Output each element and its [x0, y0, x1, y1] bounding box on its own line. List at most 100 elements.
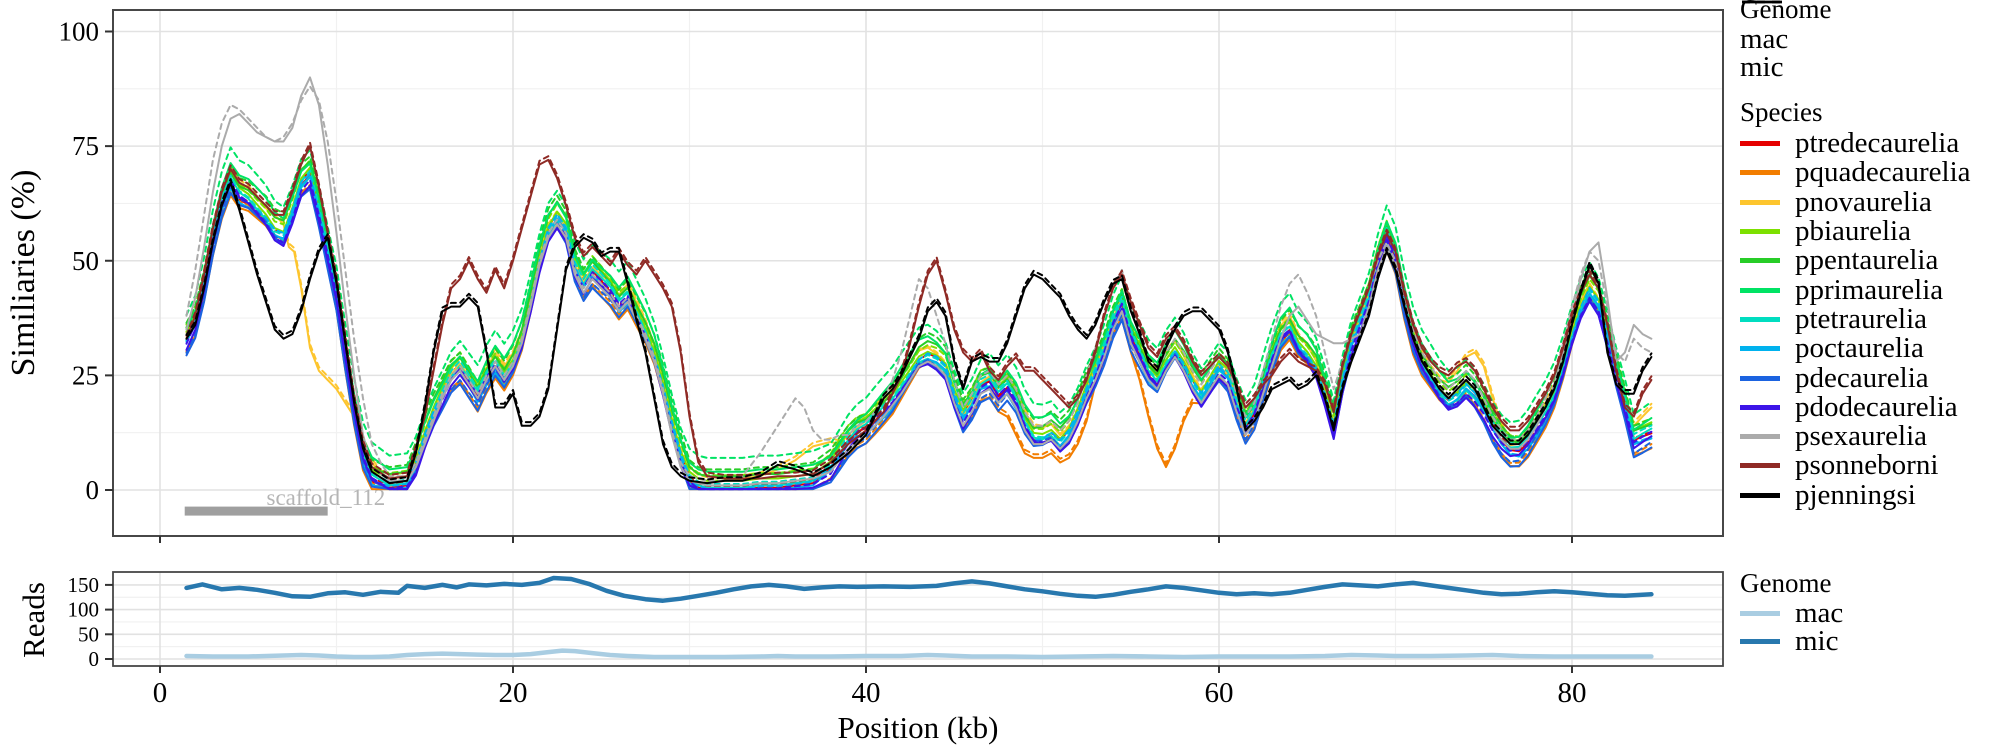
legend-item-label: poctaurelia: [1795, 332, 1924, 365]
legend-genome-reads: Genome mac mic: [1740, 566, 1998, 657]
legend-item: pdecaurelia: [1740, 361, 1998, 394]
x-tick-label: 0: [153, 677, 168, 709]
series-pjenningsi-mac: [185, 181, 1653, 485]
series-ppentaurelia-mac: [185, 160, 1653, 478]
series-pbiaurelia-mac: [185, 166, 1653, 482]
legend-item-label: mic: [1795, 624, 1839, 657]
legend-item: mic: [1740, 624, 1998, 657]
legend-item: pquadecaurelia: [1740, 156, 1998, 189]
main-panel-border: [112, 9, 1724, 537]
x-axis-title: Position (kb): [837, 710, 998, 745]
reads-y-tick-label: 0: [89, 647, 100, 671]
legend-item-label: ptredecaurelia: [1795, 127, 1960, 160]
series-pjenningsi-mic: [185, 178, 1653, 481]
legend-item-label: pprimaurelia: [1795, 273, 1944, 306]
reads-series-mac: [184, 648, 1654, 660]
series-pnovaurelia-mac: [185, 169, 1653, 482]
reads-y-tick-label: 150: [68, 573, 100, 597]
legend-item: ptredecaurelia: [1740, 127, 1998, 160]
series-psexaurelia-mic: [185, 85, 1653, 482]
x-tick-label: 60: [1205, 677, 1234, 709]
reads-y-tick-label: 50: [78, 622, 99, 646]
reads-series-mic: [184, 575, 1654, 603]
species-color-key-icon: [1740, 463, 1780, 469]
legend-item: pnovaurelia: [1740, 185, 1998, 218]
axis-ticks: [105, 30, 1573, 673]
legend-item-label: mac: [1740, 23, 1789, 56]
dashed-line-key-icon: [1742, 0, 1782, 4]
similarity-series: [185, 76, 1653, 491]
species-color-key-icon: [1740, 346, 1780, 352]
series-pdodecaurelia-mac: [185, 182, 1653, 491]
legend-item-label: psexaurelia: [1795, 420, 1928, 453]
legend-item-label: pquadecaurelia: [1795, 156, 1971, 189]
reads-panel-border: [112, 571, 1724, 667]
species-color-key-icon: [1740, 170, 1780, 176]
legend-item: psexaurelia: [1740, 420, 1998, 453]
legend-item: ptetraurelia: [1740, 302, 1998, 335]
species-color-key-icon: [1740, 229, 1780, 235]
main-y-tick-label: 75: [72, 131, 99, 161]
legend-item-label: pnovaurelia: [1795, 185, 1932, 218]
x-tick-label: 20: [499, 677, 528, 709]
legend-item: pjenningsi: [1740, 478, 1998, 511]
reads-y-tick-label: 100: [68, 598, 100, 622]
scaffold-extent-bar: [184, 506, 328, 516]
main-y-tick-label: 100: [59, 17, 100, 47]
legend-genome-title: Genome: [1740, 0, 1832, 24]
species-color-key-icon: [1740, 287, 1780, 293]
legend-reads-title: Genome: [1740, 568, 1832, 598]
species-color-key-icon: [1740, 316, 1780, 322]
series-ptredecaurelia-mac: [185, 173, 1653, 491]
reads-color-key-icon: [1740, 611, 1780, 617]
legend-item-label: pbiaurelia: [1795, 215, 1911, 248]
reads-y-axis-title: Reads: [16, 582, 51, 658]
species-color-key-icon: [1740, 404, 1780, 410]
legend-item: psonneborni: [1740, 449, 1998, 482]
legend-item: mac: [1740, 597, 1998, 630]
main-y-axis-title: Similiaries (%): [5, 170, 42, 377]
legend-item-label: pdodecaurelia: [1795, 390, 1958, 423]
legend-item-label: mac: [1795, 597, 1844, 630]
legend-item: pbiaurelia: [1740, 215, 1998, 248]
reads-color-key-icon: [1740, 638, 1780, 644]
legend-item: mic: [1740, 0, 1998, 83]
legend-item: mac: [1740, 0, 1998, 56]
legend-item-label: ptetraurelia: [1795, 302, 1928, 335]
series-psonneborni-mac: [185, 145, 1653, 480]
species-color-key-icon: [1740, 434, 1780, 440]
species-color-key-icon: [1740, 199, 1780, 205]
series-pnovaurelia-mic: [185, 164, 1653, 479]
reads-series: [184, 575, 1654, 660]
legend-item-label: mic: [1740, 50, 1784, 83]
legend-item: ppentaurelia: [1740, 244, 1998, 277]
legend-item-label: ppentaurelia: [1795, 244, 1939, 277]
species-color-key-icon: [1740, 492, 1780, 498]
scaffold-label: scaffold_112: [267, 485, 386, 510]
main-y-tick-label: 0: [86, 475, 100, 505]
series-ptetraurelia-mac: [185, 175, 1653, 489]
legend-item-label: psonneborni: [1795, 449, 1939, 482]
x-tick-label: 80: [1558, 677, 1587, 709]
main-y-tick-label: 50: [72, 246, 99, 276]
legend-species-title: Species: [1740, 97, 1823, 127]
legend-genome-linetype: Genome mac mic Species ptredecaurelia pqua…: [1740, 0, 1998, 511]
species-color-key-icon: [1740, 258, 1780, 264]
x-tick-label: 40: [852, 677, 881, 709]
species-color-key-icon: [1740, 375, 1780, 381]
legend-item: pdodecaurelia: [1740, 390, 1998, 423]
legend-item-label: pjenningsi: [1795, 478, 1916, 511]
series-pprimaurelia-mac: [185, 162, 1653, 473]
series-poctaurelia-mac: [185, 175, 1653, 491]
species-color-key-icon: [1740, 141, 1780, 147]
main-y-tick-label: 25: [72, 360, 99, 390]
series-poctaurelia-mic: [185, 172, 1653, 490]
legend-item-label: pdecaurelia: [1795, 361, 1929, 394]
main-panel-gridlines: [113, 10, 1723, 536]
series-pprimaurelia-mic: [185, 146, 1653, 459]
legend-item: pprimaurelia: [1740, 273, 1998, 306]
legend-item: poctaurelia: [1740, 332, 1998, 365]
